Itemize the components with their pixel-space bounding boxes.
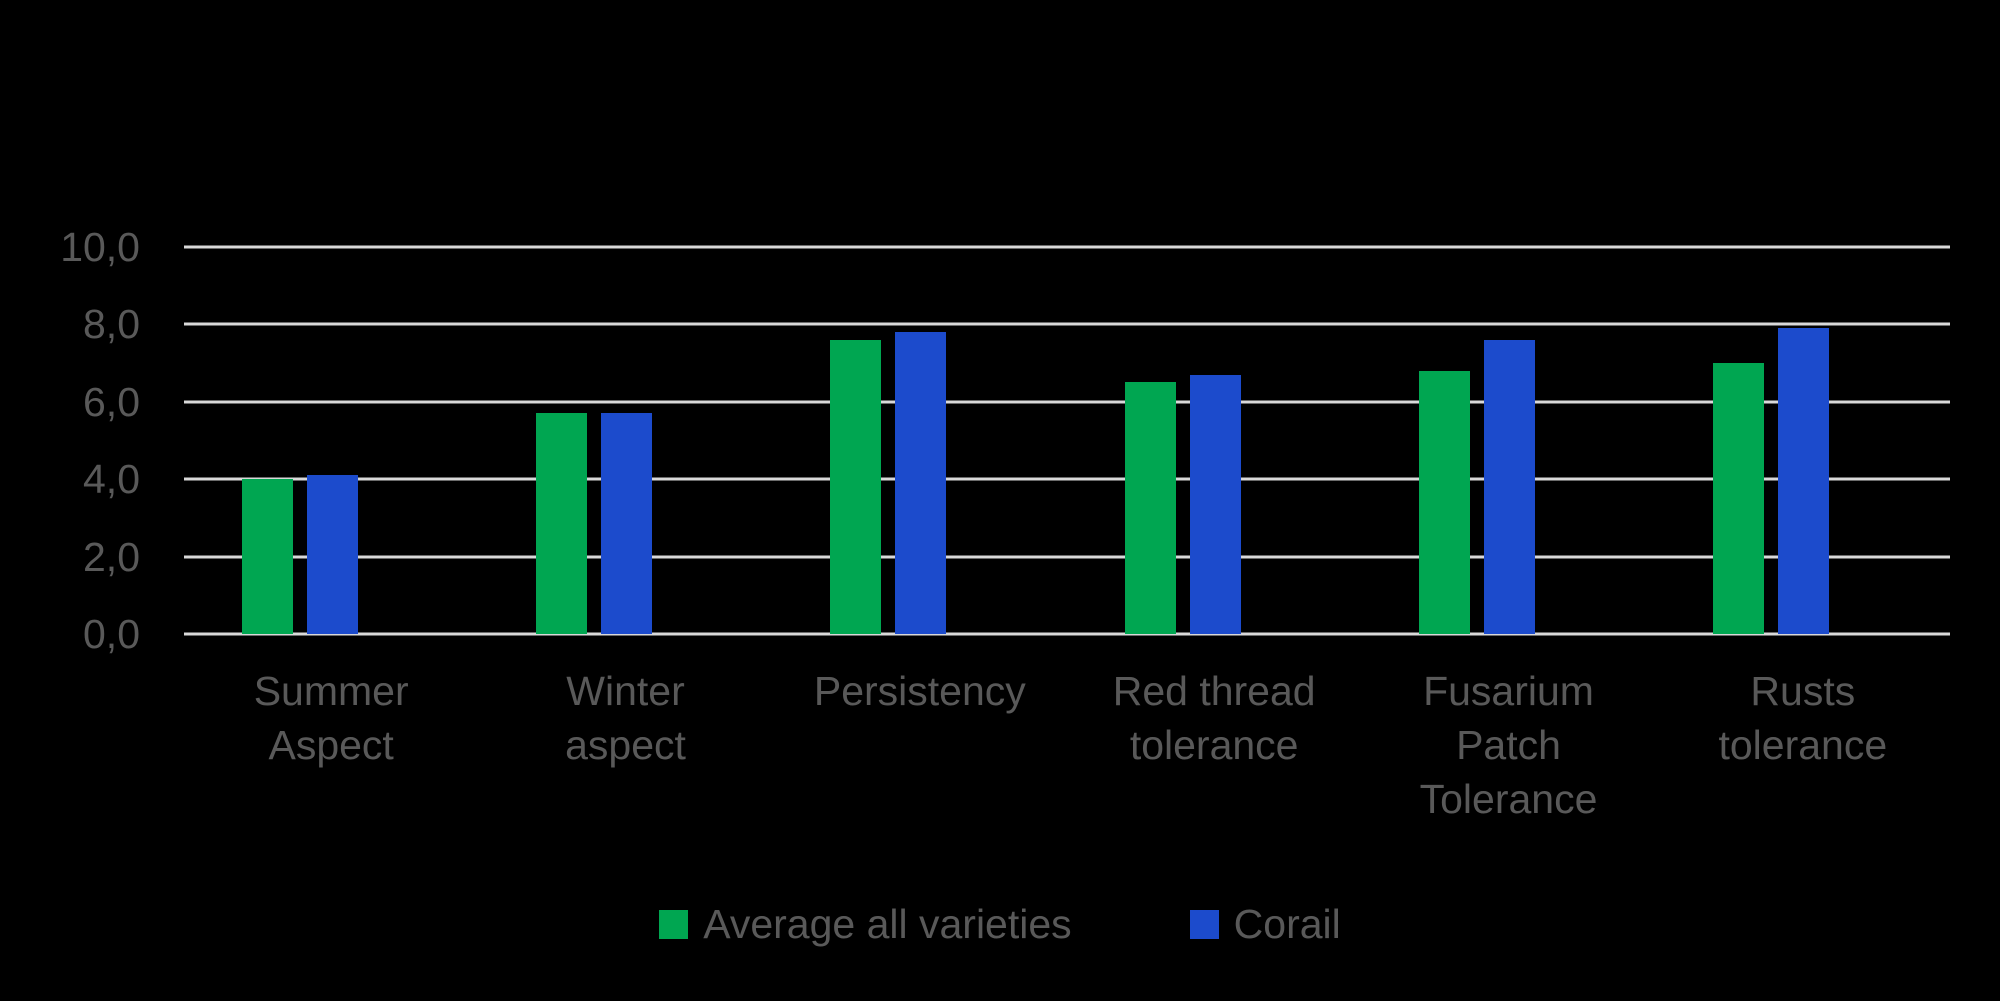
y-axis-tick-label: 8,0 xyxy=(83,301,140,348)
gridline xyxy=(184,555,1950,559)
legend: Average all varieties Corail xyxy=(0,898,2000,950)
gridline xyxy=(184,322,1950,326)
y-axis-tick-label: 2,0 xyxy=(83,533,140,580)
bar-corail-4 xyxy=(1189,374,1241,634)
legend-label-corail: Corail xyxy=(1233,901,1341,947)
x-axis-line xyxy=(184,632,1950,636)
bar-average-4 xyxy=(1124,382,1176,634)
y-axis-tick-label: 4,0 xyxy=(83,456,140,503)
category-label: Persistency xyxy=(813,668,1026,714)
category-label: Winter aspect xyxy=(565,668,686,768)
category-label: Summer Aspect xyxy=(253,668,409,768)
bar-corail-6 xyxy=(1778,328,1830,634)
bar-corail-2 xyxy=(601,413,653,634)
bar-corail-1 xyxy=(306,475,358,634)
y-axis-tick-label: 6,0 xyxy=(83,378,140,425)
gridline xyxy=(184,477,1950,481)
bar-average-6 xyxy=(1713,363,1765,634)
category-label: Red thread tolerance xyxy=(1112,668,1316,768)
category-label: Rusts tolerance xyxy=(1718,668,1888,768)
gridline xyxy=(184,400,1950,404)
bar-average-3 xyxy=(830,339,882,634)
bar-corail-5 xyxy=(1484,339,1536,634)
legend-swatch-average xyxy=(659,909,689,939)
gridline xyxy=(184,245,1950,249)
bar-average-1 xyxy=(241,479,293,634)
y-axis-tick-label: 0,0 xyxy=(83,611,140,657)
category-label: Fusarium Patch Tolerance xyxy=(1419,668,1598,822)
legend-item-average: Average all varieties xyxy=(659,898,1072,950)
legend-label-average: Average all varieties xyxy=(703,901,1072,947)
bar-average-5 xyxy=(1418,370,1470,634)
legend-item-corail: Corail xyxy=(1189,898,1341,950)
plot-area xyxy=(184,245,1950,636)
legend-swatch-corail xyxy=(1189,909,1219,939)
y-axis-tick-label: 10,0 xyxy=(60,224,140,270)
bar-corail-3 xyxy=(895,332,947,634)
bar-average-2 xyxy=(535,413,587,634)
